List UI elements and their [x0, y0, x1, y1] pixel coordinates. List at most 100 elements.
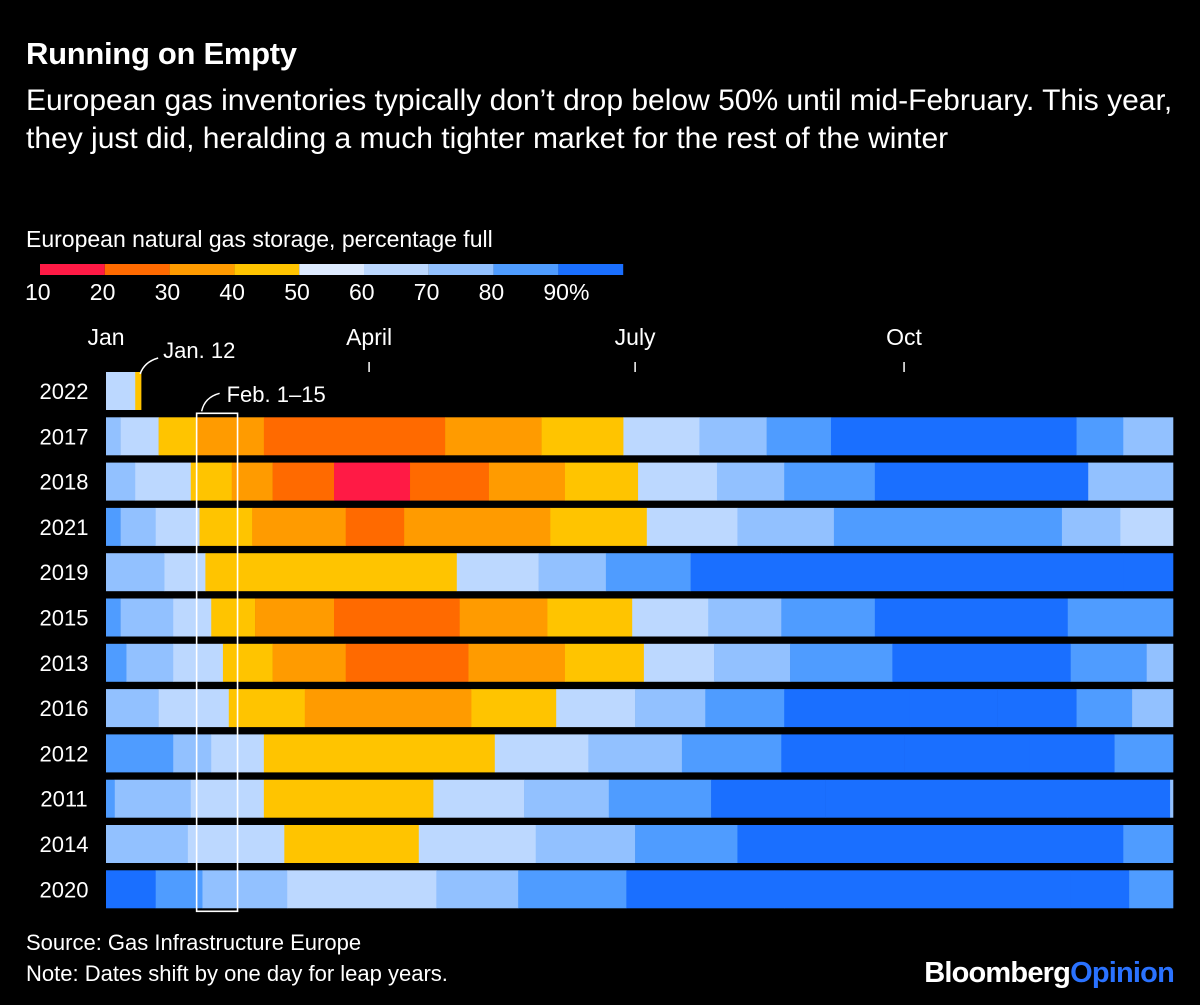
row-year-label: 2013: [40, 651, 89, 676]
heatmap-cell: [106, 734, 174, 773]
heatmap-cell: [345, 643, 469, 682]
heatmap-cell: [766, 417, 832, 456]
row-year-label: 2012: [40, 741, 89, 766]
heatmap-cell: [459, 598, 548, 637]
heatmap-chart: 10 20 30 40 50 60 70 80 90% Jan April July Oct 2022 20…: [25, 264, 1174, 913]
legend-label: 60: [349, 279, 375, 305]
heatmap-cell: [564, 462, 639, 501]
heatmap-cell: [1120, 507, 1174, 546]
heatmap-cell: [1076, 689, 1133, 728]
legend-label: 80: [479, 279, 505, 305]
heatmap-cell: [106, 643, 127, 682]
legend-label: 70: [414, 279, 440, 305]
row-year-label: 2017: [40, 424, 89, 449]
heatmap-cell: [871, 825, 1069, 863]
heatmap-cell: [106, 462, 136, 501]
heatmap-cell: [1114, 734, 1174, 773]
heatmap-cell: [494, 734, 589, 773]
heatmap-cell: [608, 779, 712, 818]
heatmap-cell: [781, 598, 876, 637]
legend-swatch: [40, 264, 105, 275]
legend-title: European natural gas storage, percentage…: [26, 226, 493, 252]
footnote: Note: Dates shift by one day for leap ye…: [26, 961, 448, 986]
heatmap-cell: [228, 689, 306, 728]
heatmap-cell: [468, 643, 566, 682]
heatmap-cell: [538, 553, 607, 592]
heatmap-cell: [830, 417, 1077, 456]
x-tick-label: July: [615, 324, 656, 350]
heatmap-cell: [1070, 643, 1147, 682]
heatmap-cell: [135, 372, 142, 410]
legend-swatch: [104, 264, 170, 275]
heatmap-cell: [173, 598, 212, 637]
x-tick-label: Oct: [886, 324, 922, 350]
row-year-label: 2015: [40, 606, 89, 631]
heatmap-cell: [211, 598, 256, 637]
heatmap-cell: [418, 825, 537, 863]
heatmap-cell: [588, 734, 683, 773]
heatmap-cell: [605, 553, 691, 592]
heatmap-cell: [550, 507, 648, 546]
heatmap-cell: [541, 417, 624, 456]
heatmap-cell: [255, 598, 335, 637]
heatmap-cell: [524, 779, 610, 818]
legend-label: 20: [90, 279, 116, 305]
heatmap-cell: [1029, 734, 1115, 773]
heatmap-cell: [126, 643, 174, 682]
legend-label: 50: [284, 279, 310, 305]
heatmap-cell: [1170, 779, 1174, 818]
heatmap-cell: [173, 643, 224, 682]
heatmap-cell: [252, 507, 347, 546]
heatmap-cell: [874, 462, 1089, 501]
heatmap-cell: [1067, 825, 1124, 863]
heatmap-cell: [272, 462, 335, 501]
heatmap-cell: [114, 779, 192, 818]
heatmap-cell: [199, 507, 253, 546]
brand-bloomberg: Bloomberg: [924, 957, 1071, 989]
chart-title: Running on Empty: [26, 36, 297, 71]
heatmap-cell: [690, 553, 782, 592]
row-year-label: 2014: [40, 832, 89, 857]
heatmap-cell: [904, 734, 1031, 773]
heatmap-cell: [155, 870, 203, 909]
heatmap-cell: [106, 689, 159, 728]
heatmap-cell: [833, 507, 1063, 546]
heatmap-cell: [345, 507, 405, 546]
legend-swatch: [364, 264, 429, 275]
heatmap-cell: [705, 689, 785, 728]
heatmap-cell: [231, 462, 273, 501]
heatmap-cell: [714, 643, 791, 682]
heatmap-cell: [456, 553, 539, 592]
heatmap-cell: [556, 689, 636, 728]
heatmap-cell: [272, 643, 347, 682]
legend-swatch: [169, 264, 235, 275]
heatmap-cell: [155, 507, 200, 546]
row-year-label: 2021: [40, 515, 89, 540]
legend-swatch: [493, 264, 559, 275]
heatmap-cell: [106, 870, 156, 909]
heatmap-cell: [547, 598, 633, 637]
heatmap-cell: [106, 507, 121, 546]
legend-label: 90%: [543, 279, 589, 305]
chart-subtitle: European gas inventories typically don’t…: [26, 84, 1173, 155]
heatmap-cell: [334, 462, 411, 501]
heatmap-cell: [909, 689, 998, 728]
heatmap-cell: [997, 689, 1077, 728]
heatmap-cell: [635, 689, 706, 728]
legend-swatch: [234, 264, 300, 275]
heatmap-cell: [263, 417, 446, 456]
legend-label: 40: [219, 279, 245, 305]
heatmap-cell: [825, 779, 1069, 818]
heatmap-cell: [790, 643, 893, 682]
feb-window-box: [195, 412, 239, 913]
row-year-label: 2022: [40, 379, 89, 404]
heatmap-cell: [711, 779, 826, 818]
heatmap-cell: [120, 507, 156, 546]
heatmap-cell: [120, 598, 174, 637]
heatmap-cell: [488, 462, 566, 501]
heatmap-cell: [190, 779, 265, 818]
heatmap-cell: [404, 507, 551, 546]
heatmap-cell: [158, 417, 197, 456]
heatmap-cell: [410, 462, 490, 501]
heatmap-cell: [222, 643, 273, 682]
